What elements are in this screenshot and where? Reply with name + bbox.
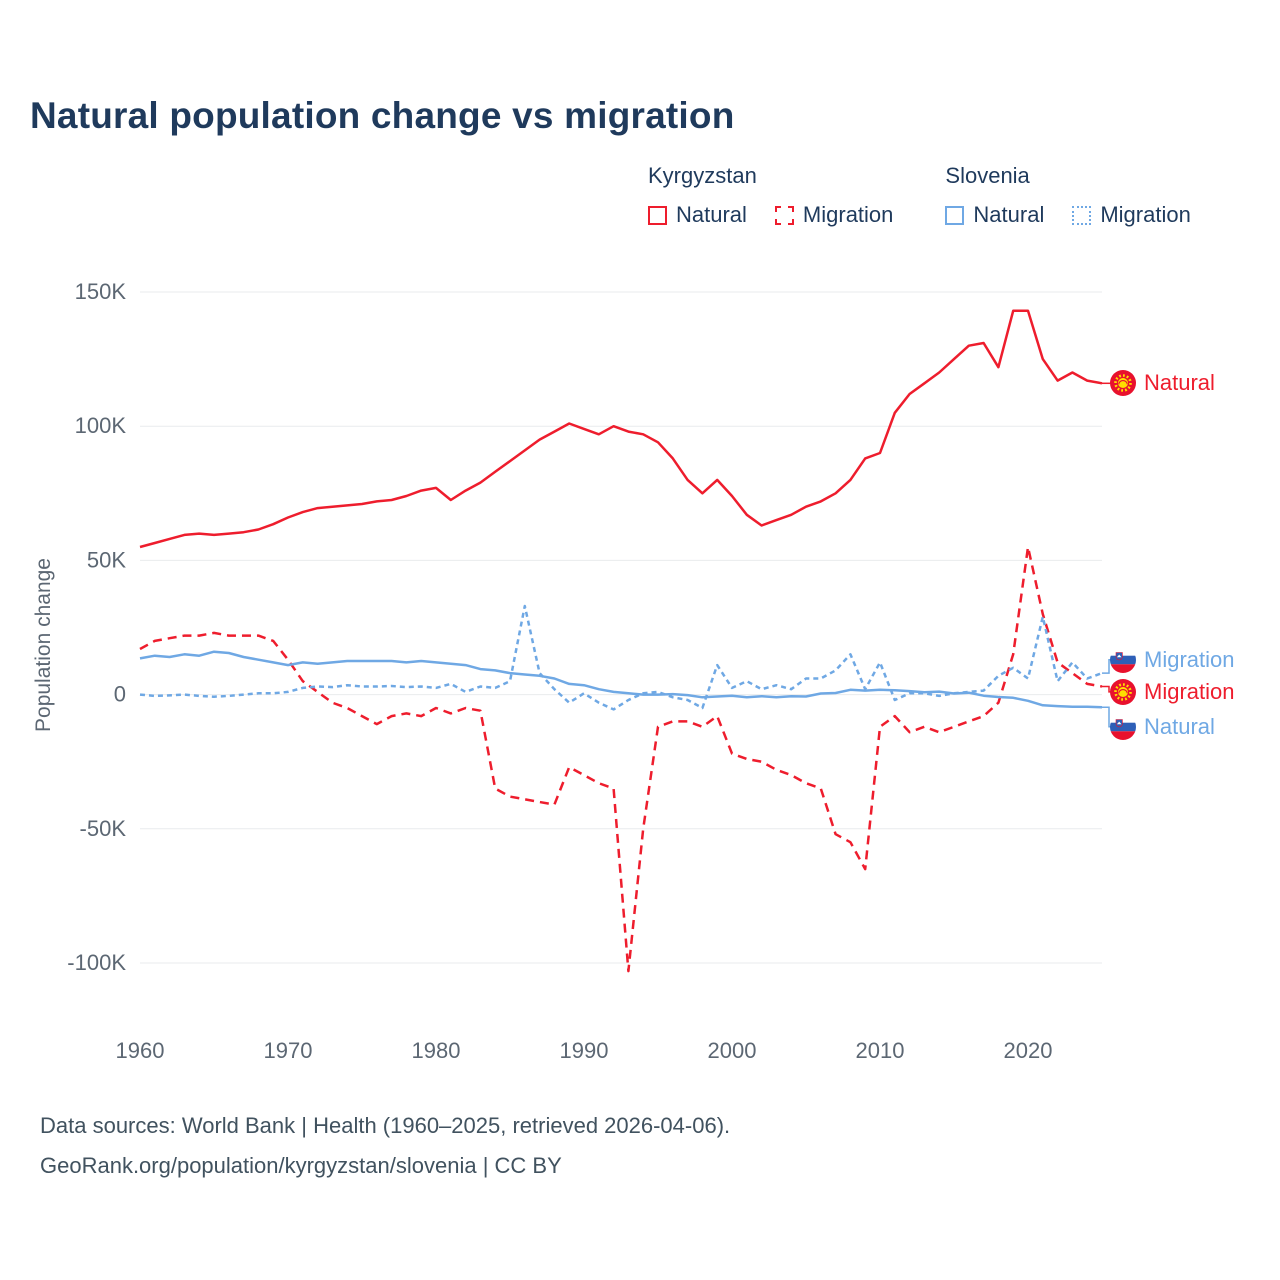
series-line-kg_migration bbox=[139, 545, 1103, 973]
chart-title: Natural population change vs migration bbox=[30, 95, 735, 136]
end-label-kyrgyzstan-migration: Migration bbox=[1110, 677, 1234, 707]
legend-item-label: Natural bbox=[676, 202, 747, 227]
end-label-slovenia-migration: Migration bbox=[1110, 645, 1234, 675]
data-sources-line: Data sources: World Bank | Health (1960–… bbox=[40, 1113, 731, 1138]
legend-country-slovenia: Slovenia bbox=[945, 163, 1030, 188]
kyrgyzstan-flag-icon bbox=[1110, 370, 1136, 397]
legend-item-label: Migration bbox=[802, 202, 894, 227]
legend-swatch-dashed-red-icon bbox=[774, 205, 794, 225]
slovenia-flag-icon bbox=[1110, 713, 1136, 740]
x-tick-label: 2010 bbox=[856, 1038, 905, 1063]
attribution-line: GeoRank.org/population/kyrgyzstan/sloven… bbox=[40, 1153, 562, 1178]
end-label-text: Natural bbox=[1144, 370, 1215, 396]
x-tick-label: 1990 bbox=[560, 1038, 609, 1063]
x-tick-label: 2020 bbox=[1004, 1038, 1053, 1063]
end-label-text: Migration bbox=[1144, 646, 1235, 672]
end-label-kyrgyzstan-natural: Natural bbox=[1110, 368, 1215, 398]
x-tick-label: 1960 bbox=[116, 1038, 165, 1063]
legend-item-label: Natural bbox=[973, 202, 1045, 227]
legend-country-kyrgyzstan: Kyrgyzstan bbox=[648, 163, 757, 188]
y-tick-label: 50K bbox=[87, 547, 126, 572]
y-tick-label: -100K bbox=[67, 950, 126, 975]
x-tick-label: 1980 bbox=[412, 1038, 461, 1063]
legend-swatch-solid-red-icon bbox=[648, 205, 667, 225]
legend-swatch-dotted-blue-icon bbox=[1072, 205, 1092, 225]
y-tick-label: 150K bbox=[75, 279, 127, 304]
legend-item-label: Migration bbox=[1100, 202, 1191, 227]
y-tick-label: -50K bbox=[80, 816, 127, 841]
end-label-slovenia-natural: Natural bbox=[1110, 712, 1215, 742]
kyrgyzstan-flag-icon bbox=[1110, 678, 1136, 705]
series-line-si_natural bbox=[139, 650, 1103, 709]
legend-item-kyrgyzstan-migration[interactable]: Migration bbox=[774, 202, 894, 228]
legend-group-slovenia: Slovenia Natural Migration bbox=[945, 163, 1191, 228]
y-tick-label: 100K bbox=[75, 413, 127, 438]
y-tick-label: 0 bbox=[114, 682, 126, 707]
legend-item-slovenia-migration[interactable]: Migration bbox=[1072, 202, 1191, 228]
x-tick-label: 2000 bbox=[708, 1038, 757, 1063]
legend-item-kyrgyzstan-natural[interactable]: Natural bbox=[648, 202, 747, 228]
end-label-text: Natural bbox=[1144, 713, 1215, 739]
legend: Kyrgyzstan Natural Migration Slovenia Na… bbox=[648, 163, 1191, 228]
slovenia-flag-icon bbox=[1110, 646, 1136, 673]
legend-swatch-solid-blue-icon bbox=[945, 205, 965, 225]
x-tick-label: 1970 bbox=[264, 1038, 313, 1063]
series-line-si_migration bbox=[139, 604, 1103, 711]
legend-item-slovenia-natural[interactable]: Natural bbox=[945, 202, 1044, 228]
series-line-kg_natural bbox=[139, 309, 1103, 549]
chart-footer: Data sources: World Bank | Health (1960–… bbox=[40, 1106, 730, 1186]
end-label-text: Migration bbox=[1144, 678, 1235, 704]
legend-group-kyrgyzstan: Kyrgyzstan Natural Migration bbox=[648, 163, 893, 228]
